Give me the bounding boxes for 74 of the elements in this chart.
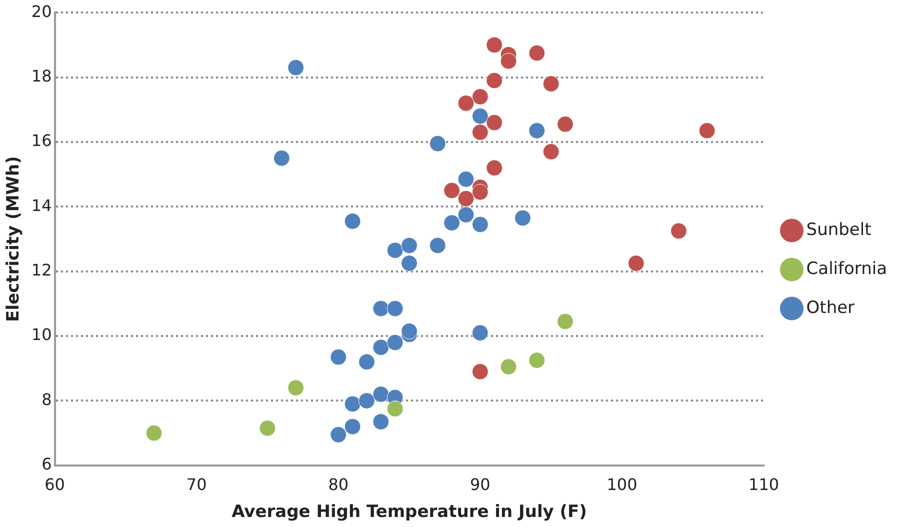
point	[542, 76, 560, 92]
point	[472, 108, 488, 124]
y-tick-label: 20	[31, 2, 52, 21]
point	[386, 400, 404, 418]
point	[386, 334, 404, 351]
point	[273, 150, 290, 166]
y-tick-label: 16	[31, 131, 52, 150]
point	[429, 135, 446, 152]
point	[344, 212, 361, 230]
point	[344, 396, 361, 412]
point	[401, 255, 418, 272]
point	[429, 237, 446, 254]
point	[528, 352, 546, 369]
point	[486, 114, 503, 131]
x-tick-label: 100	[606, 475, 638, 494]
point	[486, 72, 503, 89]
point	[358, 392, 375, 409]
point	[444, 182, 460, 199]
point	[486, 36, 503, 54]
point	[500, 358, 517, 376]
point	[458, 206, 474, 223]
point	[458, 170, 474, 188]
y-tick-label: 14	[31, 196, 52, 215]
x-tick-label: 90	[470, 475, 490, 494]
point	[528, 44, 546, 62]
point	[386, 242, 404, 259]
point	[472, 184, 488, 200]
x-axis-title: Average High Temperature in July (F)	[232, 502, 587, 522]
point	[528, 122, 546, 139]
x-tick-label: 110	[748, 475, 780, 494]
point	[330, 348, 347, 366]
point	[372, 413, 390, 430]
point	[472, 324, 488, 342]
point	[288, 59, 304, 76]
y-tick-label: 10	[31, 325, 52, 344]
y-tick-label: 12	[31, 260, 52, 280]
point	[401, 237, 418, 254]
point	[259, 420, 276, 436]
legend-label: California	[806, 258, 888, 279]
point	[358, 354, 375, 370]
point	[330, 426, 347, 443]
point	[472, 88, 488, 105]
point	[500, 52, 517, 70]
point	[472, 363, 488, 380]
y-tick-label: 8	[42, 390, 52, 409]
x-tick-label: 80	[328, 475, 349, 494]
y-tick-label: 6	[42, 454, 52, 474]
point	[458, 94, 474, 112]
point	[698, 122, 716, 139]
y-axis-title: Electricity (MWh)	[4, 156, 24, 322]
point	[514, 210, 531, 226]
point	[557, 116, 574, 132]
point	[486, 160, 503, 176]
y-tick-label: 18	[31, 66, 52, 86]
point	[472, 216, 488, 233]
point	[557, 313, 574, 330]
point	[288, 380, 304, 396]
point	[146, 424, 162, 442]
point	[458, 190, 474, 207]
point	[401, 322, 418, 340]
point	[444, 214, 460, 232]
point	[344, 418, 361, 435]
legend-label: Sunbelt	[806, 220, 872, 240]
point	[372, 386, 390, 402]
point	[628, 255, 644, 272]
point	[386, 300, 404, 317]
point	[372, 300, 390, 317]
x-tick-label: 60	[44, 475, 65, 494]
legend-label: Other	[806, 298, 855, 318]
x-tick-label: 70	[186, 475, 207, 494]
point	[372, 339, 390, 356]
point	[472, 124, 488, 141]
point	[670, 222, 687, 240]
point	[542, 143, 560, 160]
